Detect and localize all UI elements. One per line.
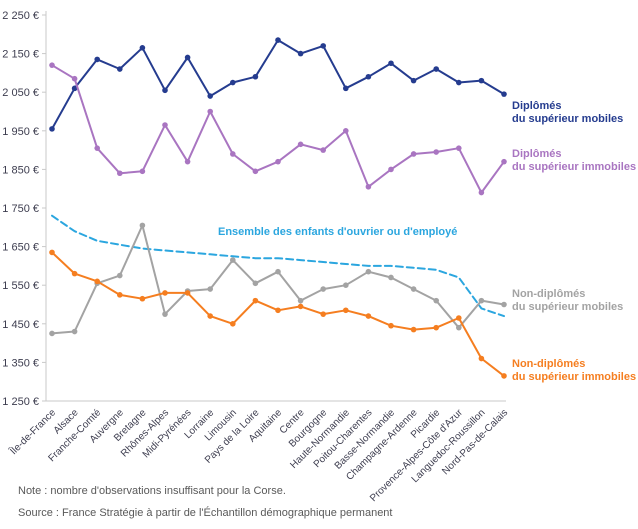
legend-line: du supérieur immobiles [512,161,637,174]
svg-text:1 250 €: 1 250 € [2,396,39,408]
legend-line: Non-diplômés [512,288,586,300]
legend-line: Diplômés [512,100,562,112]
legend-diplomes-superieur-mobiles: Diplômés du supérieur mobiles [512,100,623,126]
legend-line: Diplômés [512,148,562,160]
svg-text:1 750 €: 1 750 € [2,203,39,215]
legend-diplomes-superieur-immobiles: Diplômés du supérieur immobiles [512,148,636,174]
svg-text:2 150 €: 2 150 € [2,49,39,61]
legend-non-diplomes-superieur-mobiles: Non-diplômés du supérieur mobiles [512,288,623,314]
svg-text:2 050 €: 2 050 € [2,87,39,99]
legend-line: du supérieur mobiles [512,301,624,314]
legend-ensemble-enfants-ouvrier-employe: Ensemble des enfants d'ouvrier ou d'empl… [218,226,457,238]
svg-text:Île-de-France: Île-de-France [6,406,58,458]
svg-text:1 350 €: 1 350 € [2,357,39,369]
legend-line: du supérieur mobiles [512,113,624,126]
svg-text:1 450 €: 1 450 € [2,319,39,331]
legend-line: Non-diplômés [512,358,586,370]
svg-text:2 250 €: 2 250 € [2,10,39,22]
legend-line: du supérieur immobiles [512,371,637,384]
legend-non-diplomes-superieur-immobiles: Non-diplômés du supérieur immobiles [512,358,636,384]
svg-text:1 650 €: 1 650 € [2,242,39,254]
source-text: Source : France Stratégie à partir de l'… [18,507,393,519]
note-text: Note : nombre d'observations insuffisant… [18,485,286,497]
svg-text:1 850 €: 1 850 € [2,164,39,176]
svg-text:1 550 €: 1 550 € [2,280,39,292]
legend-line: Ensemble des enfants d'ouvrier ou d'empl… [218,226,458,238]
svg-text:1 950 €: 1 950 € [2,126,39,138]
